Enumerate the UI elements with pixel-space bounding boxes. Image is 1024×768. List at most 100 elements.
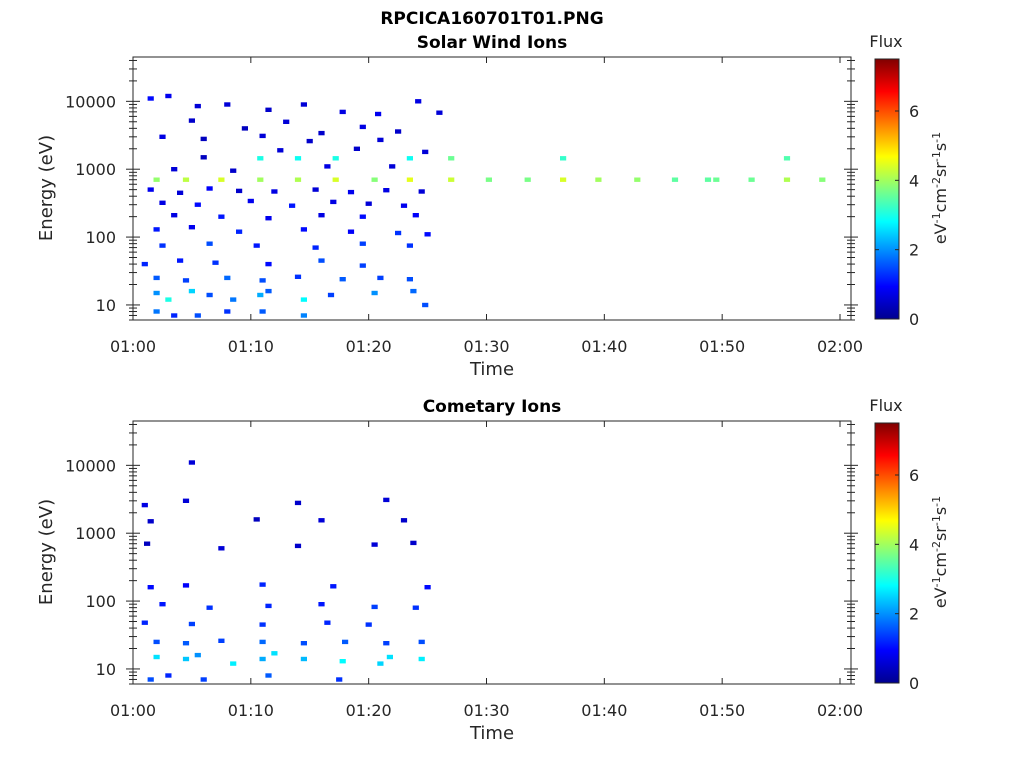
y-tick-label: 1000 — [75, 524, 116, 543]
heatmap-cell — [257, 177, 264, 182]
colorbar-tick-label: 6 — [909, 102, 919, 121]
heatmap-cell — [318, 602, 325, 607]
heatmap-cell — [300, 297, 307, 302]
heatmap-cell — [188, 460, 195, 465]
heatmap-cell — [300, 102, 307, 107]
y-tick-label: 1000 — [75, 160, 116, 179]
heatmap-cell — [200, 136, 207, 142]
heatmap-cell — [713, 177, 720, 182]
heatmap-cell — [485, 177, 492, 182]
y-axis-label: Energy (eV) — [36, 135, 57, 241]
x-tick-label: 01:00 — [110, 337, 156, 356]
heatmap-cell — [165, 93, 172, 99]
heatmap-cell — [182, 641, 190, 646]
colorbar-tick-label: 6 — [909, 466, 919, 485]
heatmap-cell — [294, 543, 302, 549]
heatmap-cell — [147, 519, 154, 524]
heatmap-cell — [188, 118, 195, 123]
heatmap-cell — [448, 177, 455, 182]
heatmap-cell — [177, 190, 184, 195]
heatmap-cell — [230, 168, 237, 173]
heatmap-cell — [257, 156, 264, 161]
cometary-panel: Cometary Ions Energy (eV) Time Flux eV-1… — [36, 396, 950, 744]
heatmap-cell — [206, 605, 213, 610]
heatmap-cell — [289, 203, 296, 208]
heatmap-cell — [206, 241, 213, 246]
solar-wind-panel: Solar Wind Ions Energy (eV) Time Flux eV… — [36, 32, 950, 380]
heatmap-cell — [359, 263, 366, 268]
heatmap-cell — [377, 137, 384, 143]
heatmap-cell — [147, 187, 154, 192]
colorbar-title: Flux — [869, 396, 902, 415]
heatmap-cell — [259, 656, 266, 662]
x-tick-label: 01:30 — [463, 701, 509, 720]
x-tick-label: 02:00 — [817, 701, 863, 720]
heatmap-cell — [339, 109, 346, 115]
heatmap-cell — [188, 621, 195, 627]
heatmap-cell — [259, 278, 266, 283]
x-tick-label: 01:40 — [581, 701, 627, 720]
heatmap-cell — [339, 277, 346, 282]
heatmap-cell — [418, 639, 425, 645]
heatmap-cell — [177, 258, 184, 263]
heatmap-cell — [339, 659, 346, 664]
heatmap-cell — [153, 654, 160, 660]
heatmap-cell — [265, 261, 272, 267]
x-axis-label: Time — [469, 723, 514, 744]
heatmap-cell — [312, 245, 319, 250]
axes: 01:00 01:10 01:20 01:30 01:40 01:50 02:00 10 100… — [65, 56, 863, 356]
heatmap-cell — [188, 288, 195, 294]
heatmap-cell — [318, 130, 325, 136]
heatmap-cell — [188, 225, 195, 230]
heatmap-cell — [182, 177, 190, 182]
y-axis-label: Energy (eV) — [36, 499, 57, 605]
heatmap-cell — [306, 138, 313, 144]
heatmap-cell — [247, 198, 254, 204]
heatmap-cell — [277, 148, 284, 153]
heatmap-cell — [312, 187, 319, 192]
y-tick-label: 10 — [96, 660, 116, 679]
heatmap-cell — [371, 290, 378, 296]
heatmap-cell — [206, 186, 213, 191]
x-axis-label: Time — [469, 359, 514, 380]
heatmap-cell — [748, 177, 755, 182]
heatmap-cell — [365, 201, 372, 206]
heatmap-cell — [159, 134, 166, 139]
heatmap-cell — [327, 292, 335, 298]
heatmap-cell — [153, 290, 160, 296]
heatmap-cell — [318, 518, 325, 523]
heatmap-cell — [410, 288, 417, 294]
heatmap-cell — [259, 133, 266, 139]
heatmap-cell — [224, 102, 231, 107]
heatmap-cell — [259, 582, 266, 587]
heatmap-cell — [159, 602, 166, 607]
heatmap-cell — [218, 546, 225, 551]
heatmap-cell — [265, 216, 272, 221]
heatmap-cell — [400, 518, 408, 523]
y-tick-label: 10000 — [65, 456, 116, 475]
heatmap-cell — [165, 297, 172, 302]
heatmap-cell — [171, 213, 178, 218]
heatmap-cell — [330, 199, 337, 205]
colorbar-tick-label: 4 — [909, 171, 919, 190]
heatmap-cell — [318, 213, 325, 218]
x-tick-label: 01:10 — [228, 701, 274, 720]
heatmap-cell — [395, 230, 402, 236]
heatmap-cell — [206, 292, 213, 298]
heatmap-cell — [147, 585, 154, 590]
heatmap-cell — [704, 177, 712, 182]
heatmap-cell — [294, 156, 302, 161]
heatmap-cell — [300, 313, 307, 318]
heatmap-cell — [347, 229, 355, 234]
heatmap-cell — [230, 297, 237, 302]
heatmap-cell — [410, 540, 417, 546]
heatmap-cell — [436, 110, 443, 115]
heatmap-cell — [236, 188, 243, 194]
heatmap-cell — [595, 177, 602, 182]
heatmap-cell — [353, 146, 360, 151]
heatmap-cell — [347, 189, 355, 195]
heatmap-cell — [144, 541, 151, 546]
heatmap-cell — [324, 164, 331, 169]
heatmap-cell — [383, 497, 390, 503]
